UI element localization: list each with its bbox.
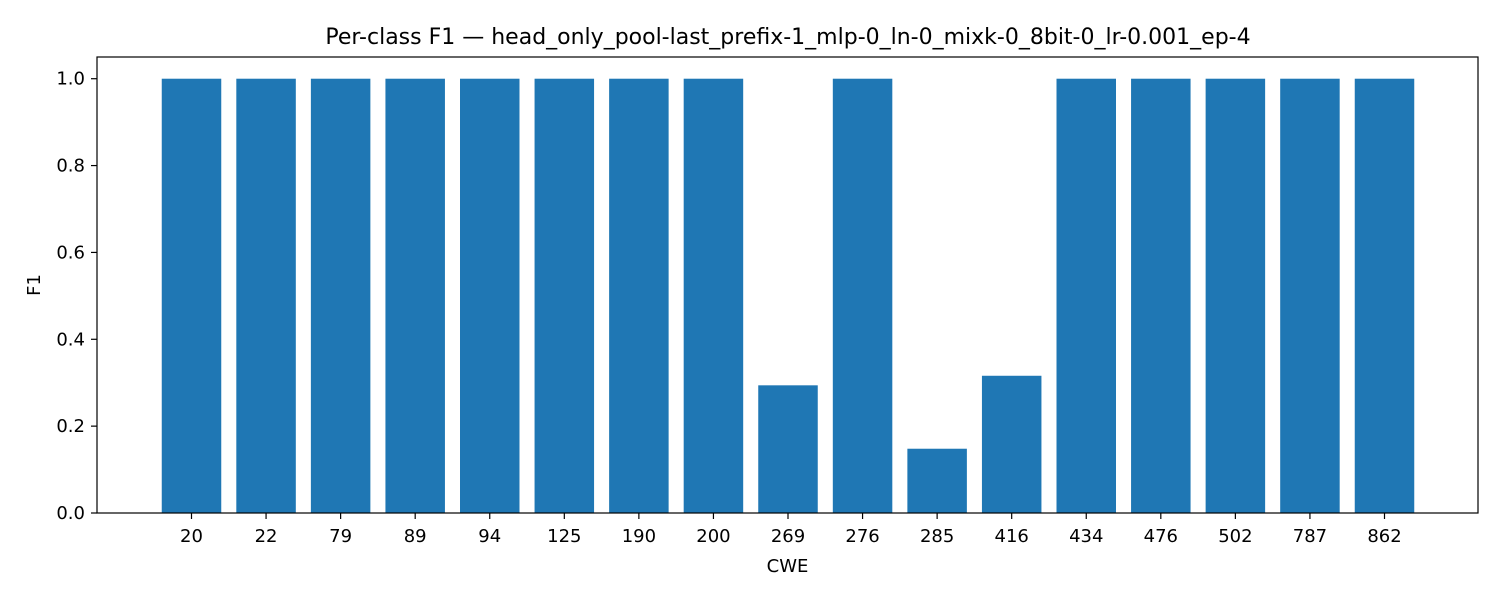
bar-cwe-502: [1205, 78, 1266, 513]
x-tick-label: 22: [255, 526, 278, 547]
x-tick-label: 434: [1069, 526, 1103, 547]
bar-cwe-476: [1131, 78, 1191, 513]
bar-cwe-285: [907, 448, 967, 513]
bar-cwe-79: [310, 78, 371, 513]
x-tick-label: 476: [1144, 526, 1178, 547]
x-tick-label: 200: [696, 526, 730, 547]
bar-cwe-94: [460, 78, 520, 513]
bar-cwe-269: [758, 385, 818, 513]
bar-cwe-434: [1056, 78, 1116, 513]
x-axis-label: CWE: [767, 556, 809, 577]
bar-cwe-190: [609, 78, 669, 513]
x-tick-label: 285: [920, 526, 954, 547]
bar-cwe-416: [981, 375, 1042, 513]
x-axis: 20 22 79 89 94 125 190 200 269 276 285 416 434 476 502…: [180, 513, 1402, 547]
x-tick-label: 79: [329, 526, 352, 547]
x-tick-label: 276: [845, 526, 879, 547]
y-axis-label: F1: [24, 274, 45, 296]
plot-frame: [96, 56, 1479, 514]
bar-cwe-276: [832, 78, 893, 513]
bar-cwe-20: [161, 78, 222, 513]
bars-layer: [161, 78, 1415, 513]
x-tick-label: 190: [622, 526, 656, 547]
x-tick-label: 416: [995, 526, 1029, 547]
y-tick-label: 0.6: [56, 242, 85, 263]
bar-cwe-787: [1280, 78, 1340, 513]
x-tick-label: 94: [478, 526, 501, 547]
x-tick-label: 862: [1367, 526, 1401, 547]
y-tick-label: 0.2: [56, 416, 85, 437]
x-tick-label: 125: [547, 526, 581, 547]
y-tick-label: 0.4: [56, 329, 85, 350]
chart-title: Per-class F1 — head_only_pool-last_prefi…: [325, 25, 1250, 50]
y-axis: 0.0 0.2 0.4 0.6 0.8 1.0: [56, 69, 97, 524]
x-tick-label: 269: [771, 526, 805, 547]
bar-cwe-200: [683, 78, 744, 513]
x-tick-label: 20: [180, 526, 203, 547]
bar-cwe-22: [236, 78, 296, 513]
bar-cwe-862: [1354, 78, 1415, 513]
y-tick-label: 0.8: [56, 156, 85, 177]
x-tick-label: 89: [404, 526, 427, 547]
y-tick-label: 0.0: [56, 503, 85, 524]
bar-cwe-125: [534, 78, 595, 513]
x-tick-label: 787: [1293, 526, 1327, 547]
x-tick-label: 502: [1218, 526, 1252, 547]
y-tick-label: 1.0: [56, 69, 85, 90]
bar-cwe-89: [385, 78, 445, 513]
